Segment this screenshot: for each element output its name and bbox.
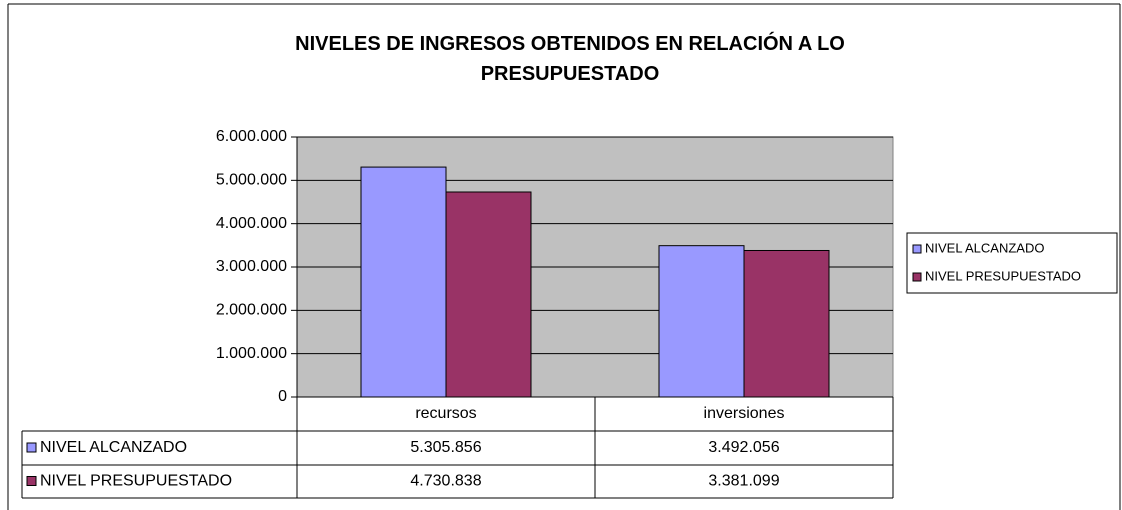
legend-label: NIVEL PRESUPUESTADO xyxy=(925,268,1081,283)
x-tick-label: recursos xyxy=(415,405,476,422)
table-row-label: NIVEL PRESUPUESTADO xyxy=(40,473,232,490)
x-tick-label: inversiones xyxy=(704,405,785,422)
table-value: 4.730.838 xyxy=(410,473,481,490)
legend-box xyxy=(906,232,1118,294)
bar xyxy=(445,191,532,398)
table-value: 5.305.856 xyxy=(410,439,481,456)
legend-label: NIVEL ALCANZADO xyxy=(925,240,1044,255)
y-tick-label: 0 xyxy=(278,388,287,405)
legend-key xyxy=(912,272,922,282)
table-legend-key xyxy=(26,442,37,453)
y-tick-label: 2.000.000 xyxy=(216,302,287,319)
bar xyxy=(743,249,830,398)
y-tick-label: 4.000.000 xyxy=(216,215,287,232)
bar xyxy=(658,245,745,398)
y-tick-label: 3.000.000 xyxy=(216,258,287,275)
bar xyxy=(360,166,447,398)
y-tick-label: 5.000.000 xyxy=(216,172,287,189)
y-tick-label: 6.000.000 xyxy=(216,128,287,145)
table-value: 3.381.099 xyxy=(708,473,779,490)
table-value: 3.492.056 xyxy=(708,439,779,456)
table-legend-key xyxy=(26,476,37,486)
chart-title: NIVELES DE INGRESOS OBTENIDOS EN RELACIÓ… xyxy=(295,31,845,85)
legend-key xyxy=(912,244,922,254)
table-row-label: NIVEL ALCANZADO xyxy=(40,439,187,456)
y-tick-label: 1.000.000 xyxy=(216,345,287,362)
